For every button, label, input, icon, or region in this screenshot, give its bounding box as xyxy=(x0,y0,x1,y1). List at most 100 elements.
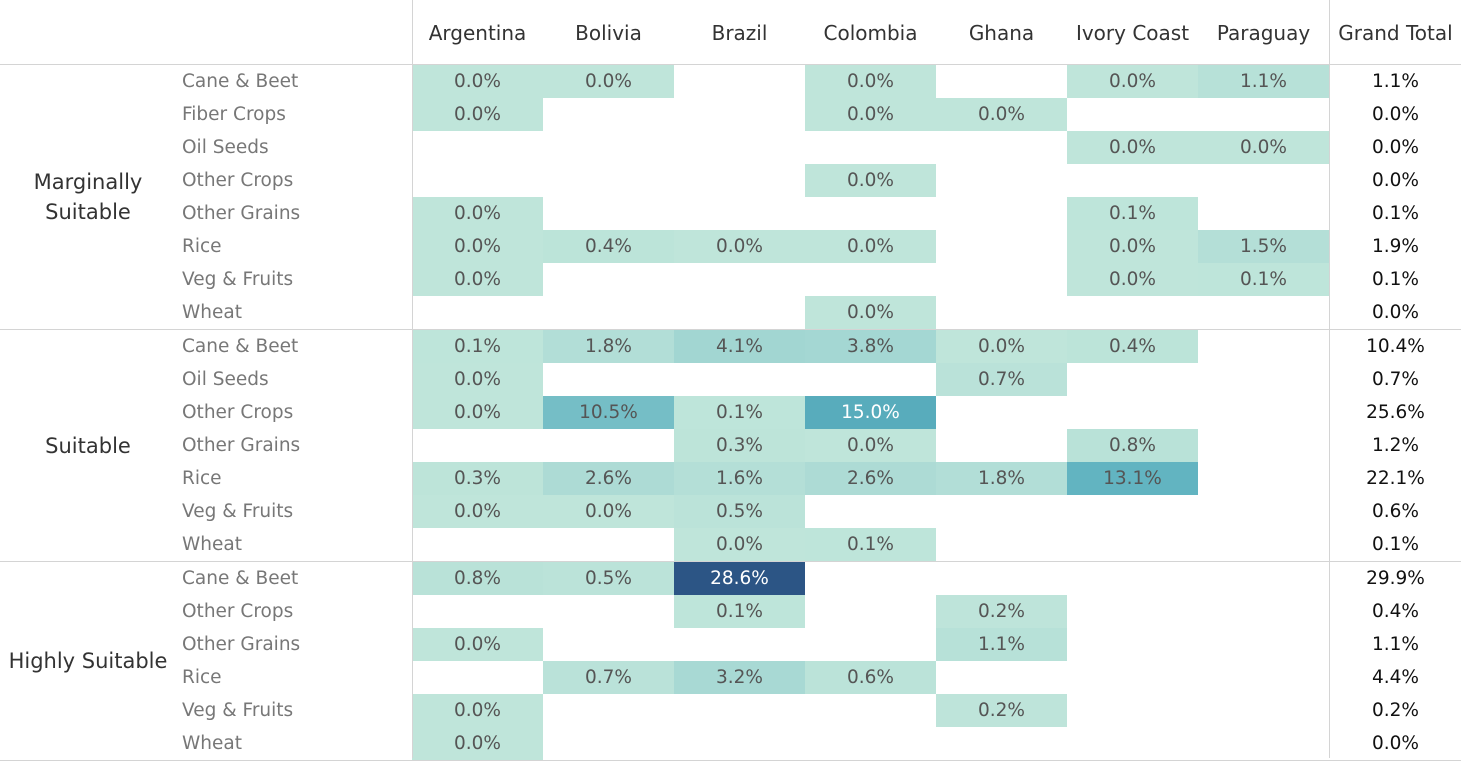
heatmap-cell: 0.4% xyxy=(1067,330,1198,363)
heatmap-cell: 0.0% xyxy=(1067,230,1198,263)
heatmap-cell: 0.0% xyxy=(412,495,543,528)
group-divider xyxy=(0,561,1461,562)
heatmap-cell: 0.0% xyxy=(674,528,805,561)
column-header-colombia: Colombia xyxy=(823,21,918,45)
grand-total-cell: 1.1% xyxy=(1372,634,1419,655)
heatmap-cell: 0.6% xyxy=(805,661,936,694)
crop-label: Wheat xyxy=(182,733,242,754)
heatmap-cell: 0.0% xyxy=(412,197,543,230)
grand-total-cell: 1.1% xyxy=(1372,71,1419,92)
heatmap-cell: 2.6% xyxy=(805,462,936,495)
heatmap-cell: 0.0% xyxy=(543,65,674,98)
crop-label: Veg & Fruits xyxy=(182,269,294,290)
crop-label: Other Crops xyxy=(182,170,294,191)
heatmap-cell: 15.0% xyxy=(805,396,936,429)
heatmap-cell: 0.2% xyxy=(936,694,1067,727)
crop-label: Other Crops xyxy=(182,402,294,423)
heatmap-cell: 0.0% xyxy=(936,330,1067,363)
heatmap-cell: 0.7% xyxy=(543,661,674,694)
grand-total-cell: 4.4% xyxy=(1372,667,1419,688)
heatmap-cell: 0.8% xyxy=(412,562,543,595)
heatmap-cell: 0.0% xyxy=(412,98,543,131)
heatmap-cell: 0.0% xyxy=(412,628,543,661)
grand-total-cell: 1.9% xyxy=(1372,236,1419,257)
column-header-ivory-coast: Ivory Coast xyxy=(1075,21,1190,45)
crop-label: Other Grains xyxy=(182,634,301,655)
crop-label: Rice xyxy=(182,468,222,489)
crop-label: Veg & Fruits xyxy=(182,501,294,522)
column-header-grand-total: Grand Total xyxy=(1338,21,1453,45)
crop-label: Cane & Beet xyxy=(182,336,299,357)
grand-total-cell: 0.0% xyxy=(1372,170,1419,191)
grand-total-divider xyxy=(1329,0,1330,758)
heatmap-cell: 4.1% xyxy=(674,330,805,363)
grand-total-cell: 1.2% xyxy=(1372,435,1419,456)
heatmap-cell: 10.5% xyxy=(543,396,674,429)
heatmap-cell: 0.3% xyxy=(674,429,805,462)
crop-label: Veg & Fruits xyxy=(182,700,294,721)
heatmap-cell: 0.3% xyxy=(412,462,543,495)
grand-total-cell: 0.0% xyxy=(1372,302,1419,323)
crop-label: Oil Seeds xyxy=(182,369,269,390)
grand-total-cell: 0.0% xyxy=(1372,733,1419,754)
heatmap-cell: 0.0% xyxy=(412,396,543,429)
grand-total-cell: 0.0% xyxy=(1372,137,1419,158)
crop-label: Rice xyxy=(182,236,222,257)
heatmap-cell: 0.1% xyxy=(1067,197,1198,230)
column-header-bolivia: Bolivia xyxy=(575,21,642,45)
header-divider xyxy=(0,64,1461,65)
heatmap-cell: 0.0% xyxy=(1067,65,1198,98)
grand-total-cell: 0.0% xyxy=(1372,104,1419,125)
heatmap-cell: 3.8% xyxy=(805,330,936,363)
heatmap-cell: 0.4% xyxy=(543,230,674,263)
heatmap-cell: 0.0% xyxy=(936,98,1067,131)
heatmap-cell: 1.6% xyxy=(674,462,805,495)
column-header-brazil: Brazil xyxy=(711,21,768,45)
heatmap-cell: 0.0% xyxy=(805,230,936,263)
heatmap-cell: 0.0% xyxy=(412,263,543,296)
heatmap-cell: 0.0% xyxy=(805,164,936,197)
heatmap-cell: 0.0% xyxy=(805,98,936,131)
heatmap-cell: 1.5% xyxy=(1198,230,1329,263)
group-label: Marginally Suitable xyxy=(33,170,143,224)
heatmap-cell: 0.0% xyxy=(412,694,543,727)
heatmap-cell: 0.1% xyxy=(412,330,543,363)
group-label: Suitable xyxy=(45,433,131,458)
heatmap-cell: 1.1% xyxy=(936,628,1067,661)
heatmap-cell: 13.1% xyxy=(1067,462,1198,495)
heatmap-cell: 0.0% xyxy=(674,230,805,263)
crop-label: Oil Seeds xyxy=(182,137,269,158)
heatmap-cell: 28.6% xyxy=(674,562,805,595)
column-header-argentina: Argentina xyxy=(428,21,527,45)
heatmap-cell: 0.0% xyxy=(412,230,543,263)
heatmap-cell: 0.8% xyxy=(1067,429,1198,462)
heatmap-cell: 0.0% xyxy=(1067,131,1198,164)
grand-total-cell: 0.2% xyxy=(1372,700,1419,721)
heatmap-cell: 0.1% xyxy=(674,396,805,429)
heatmap-cell: 0.1% xyxy=(674,595,805,628)
grand-total-cell: 0.1% xyxy=(1372,269,1419,290)
heatmap-cell: 0.0% xyxy=(805,296,936,329)
crop-label: Other Grains xyxy=(182,203,301,224)
heatmap-cell: 3.2% xyxy=(674,661,805,694)
heatmap-cell: 0.0% xyxy=(805,429,936,462)
crop-label: Other Crops xyxy=(182,601,294,622)
grand-total-cell: 0.1% xyxy=(1372,534,1419,555)
grand-total-cell: 25.6% xyxy=(1366,402,1425,423)
heatmap-cell: 1.8% xyxy=(543,330,674,363)
crop-label: Cane & Beet xyxy=(182,71,299,92)
heatmap-cell: 0.1% xyxy=(805,528,936,561)
heatmap-cell: 1.8% xyxy=(936,462,1067,495)
heatmap-cell: 0.0% xyxy=(412,65,543,98)
crop-label: Other Grains xyxy=(182,435,301,456)
heatmap-cell: 0.5% xyxy=(674,495,805,528)
row-header-divider xyxy=(412,0,413,758)
heatmap-cell: 0.0% xyxy=(805,65,936,98)
heatmap-cell: 0.7% xyxy=(936,363,1067,396)
heatmap-cell: 0.0% xyxy=(1067,263,1198,296)
crop-label: Wheat xyxy=(182,302,242,323)
crop-label: Fiber Crops xyxy=(182,104,286,125)
heatmap-cell: 0.1% xyxy=(1198,263,1329,296)
grand-total-cell: 0.1% xyxy=(1372,203,1419,224)
